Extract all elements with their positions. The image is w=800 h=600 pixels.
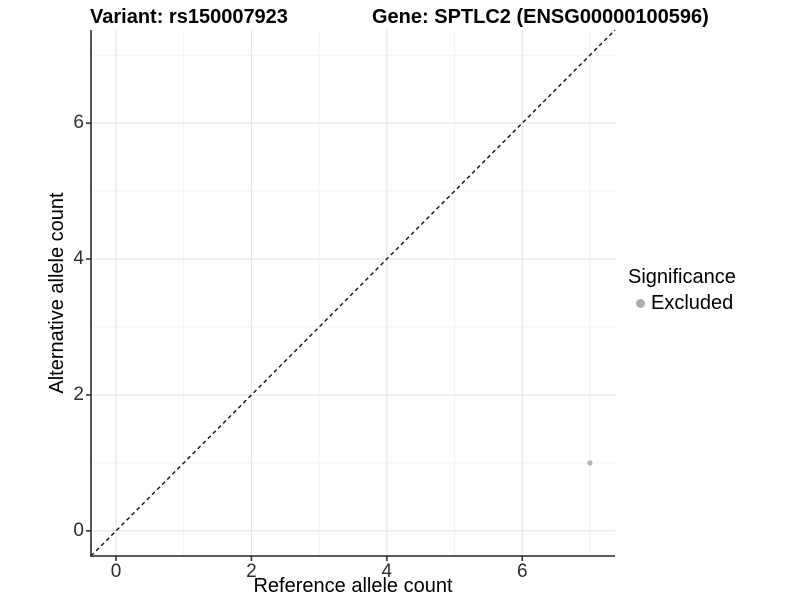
- x-axis-label: Reference allele count: [253, 575, 453, 597]
- y-tick-label: 0: [73, 519, 84, 541]
- data-point: [587, 460, 593, 466]
- legend-title: Significance: [628, 266, 736, 288]
- legend-item-label: Excluded: [651, 292, 734, 314]
- gene-title: Gene: SPTLC2 (ENSG00000100596): [372, 6, 709, 28]
- x-tick-label: 6: [516, 561, 528, 582]
- x-tick-label: 0: [110, 561, 122, 582]
- x-tick-label: 2: [246, 561, 257, 582]
- y-axis-label: Alternative allele count: [46, 192, 68, 394]
- y-tick-label: 6: [73, 112, 84, 134]
- legend-item-excluded: Excluded: [628, 291, 736, 315]
- legend: Significance Excluded: [628, 266, 736, 315]
- variant-title: Variant: rs150007923: [90, 6, 288, 28]
- identity-dashed-line: [90, 29, 616, 557]
- legend-key-dot-icon: [636, 298, 645, 308]
- x-tick-label: 4: [381, 561, 393, 582]
- y-tick-label: 2: [73, 383, 84, 405]
- y-tick-label: 4: [73, 248, 84, 270]
